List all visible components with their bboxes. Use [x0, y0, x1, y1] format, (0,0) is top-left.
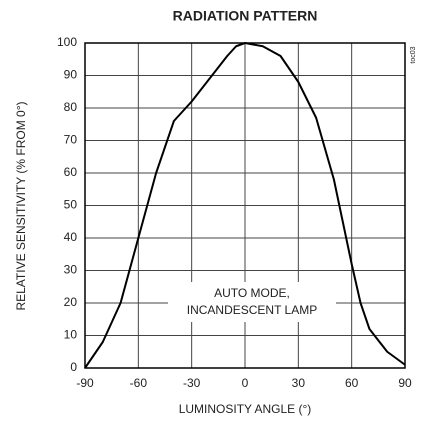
annotation-box [168, 282, 336, 322]
x-axis-label: LUMINOSITY ANGLE (°) [179, 402, 312, 416]
chart-title: RADIATION PATTERN [173, 8, 318, 24]
annotation: INCANDESCENT LAMP [187, 303, 317, 317]
y-tick-label: 20 [64, 295, 78, 309]
annotation: AUTO MODE, [214, 286, 290, 300]
x-tick-label: -30 [183, 376, 201, 390]
x-tick-label: 90 [398, 376, 412, 390]
x-tick-label: -60 [130, 376, 148, 390]
y-tick-label: 80 [64, 100, 78, 114]
y-tick-label: 60 [64, 165, 78, 179]
y-tick-label: 30 [64, 263, 78, 277]
x-tick-label: 60 [345, 376, 359, 390]
y-tick-label: 70 [64, 133, 78, 147]
y-tick-label: 40 [64, 230, 78, 244]
y-axis-label: RELATIVE SENSITIVITY (% FROM 0°) [14, 101, 28, 310]
y-tick-label: 10 [64, 328, 78, 342]
y-tick-label: 50 [64, 198, 78, 212]
y-tick-label: 0 [70, 360, 77, 374]
y-tick-label: 100 [57, 35, 77, 49]
data-line [84, 42, 406, 369]
figure-tag: toc03 [410, 46, 417, 63]
x-tick-label: 0 [242, 376, 249, 390]
x-tick-label: 30 [292, 376, 306, 390]
y-tick-label: 90 [64, 68, 78, 82]
x-tick-label: -90 [76, 376, 94, 390]
